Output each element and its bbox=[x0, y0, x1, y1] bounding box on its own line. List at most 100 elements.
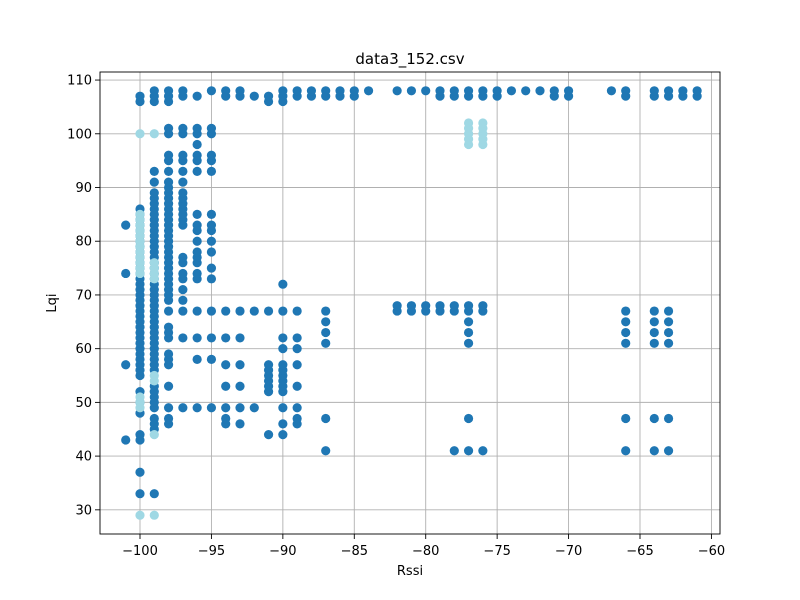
scatter-point bbox=[135, 91, 145, 101]
scatter-point bbox=[621, 413, 631, 424]
scatter-point bbox=[221, 306, 231, 316]
scatter-point bbox=[135, 510, 145, 520]
scatter-point bbox=[206, 86, 217, 96]
scatter-point bbox=[249, 306, 259, 316]
scatter-point bbox=[435, 86, 445, 96]
x-tick-label: −65 bbox=[626, 544, 653, 559]
scatter-point bbox=[178, 403, 188, 413]
scatter-point bbox=[192, 123, 202, 134]
scatter-point bbox=[249, 91, 259, 101]
scatter-point bbox=[235, 419, 245, 429]
scatter-point bbox=[135, 430, 145, 440]
x-axis-label: Rssi bbox=[397, 564, 423, 579]
y-tick-label: 90 bbox=[75, 181, 92, 196]
scatter-point bbox=[192, 236, 202, 246]
scatter-point bbox=[192, 139, 202, 150]
scatter-point bbox=[321, 327, 331, 338]
scatter-point bbox=[235, 333, 245, 343]
scatter-point bbox=[178, 188, 188, 198]
scatter-point bbox=[149, 413, 159, 424]
scatter-point bbox=[192, 209, 202, 219]
y-tick-label: 110 bbox=[67, 74, 92, 89]
scatter-point bbox=[178, 295, 188, 305]
scatter-point bbox=[478, 446, 488, 456]
scatter-point bbox=[649, 338, 659, 348]
scatter-point bbox=[192, 166, 202, 176]
scatter-point bbox=[206, 150, 217, 160]
scatter-point bbox=[292, 306, 302, 316]
scatter-point bbox=[135, 489, 145, 499]
scatter-point bbox=[292, 333, 302, 343]
axis-ticks: −100 −95 −90 −85 −80 −75 −70 −65 −60 30 40 50 60 70 80… bbox=[67, 74, 725, 559]
scatter-point bbox=[163, 150, 174, 160]
y-tick-label: 60 bbox=[75, 342, 92, 357]
scatter-point bbox=[178, 306, 188, 316]
scatter-point bbox=[178, 86, 188, 96]
scatter-point bbox=[606, 86, 617, 96]
scatter-point bbox=[221, 360, 231, 370]
scatter-point bbox=[206, 220, 217, 230]
scatter-point bbox=[321, 317, 331, 327]
scatter-point bbox=[478, 301, 488, 311]
scatter-point bbox=[335, 86, 345, 96]
scatter-point bbox=[192, 220, 202, 230]
scatter-point bbox=[521, 86, 531, 96]
data-points bbox=[121, 86, 702, 520]
scatter-point bbox=[363, 86, 374, 96]
grid-lines bbox=[100, 72, 720, 534]
scatter-point bbox=[178, 123, 188, 134]
scatter-point bbox=[192, 306, 202, 316]
y-tick-label: 40 bbox=[75, 450, 92, 465]
scatter-point bbox=[206, 306, 217, 316]
scatter-point bbox=[235, 86, 245, 96]
scatter-point bbox=[692, 86, 702, 96]
x-tick-label: −80 bbox=[412, 544, 439, 559]
scatter-point bbox=[206, 123, 217, 134]
scatter-point bbox=[206, 403, 217, 413]
scatter-point bbox=[192, 354, 202, 365]
scatter-point bbox=[149, 129, 159, 139]
chart-title: data3_152.csv bbox=[355, 50, 464, 69]
scatter-point bbox=[463, 446, 474, 456]
scatter-point bbox=[278, 430, 288, 440]
scatter-point bbox=[206, 166, 217, 176]
scatter-point bbox=[221, 413, 231, 424]
scatter-point bbox=[435, 301, 445, 311]
scatter-point bbox=[135, 392, 145, 402]
scatter-point bbox=[392, 301, 402, 311]
scatter-point bbox=[178, 252, 188, 262]
scatter-point bbox=[621, 86, 631, 96]
scatter-point bbox=[478, 86, 488, 96]
scatter-point bbox=[149, 370, 159, 381]
scatter-point bbox=[149, 86, 159, 96]
scatter-point bbox=[163, 86, 174, 96]
scatter-point bbox=[663, 338, 674, 348]
scatter-point bbox=[135, 209, 145, 219]
scatter-point bbox=[463, 301, 474, 311]
scatter-point bbox=[192, 91, 202, 101]
scatter-point bbox=[235, 360, 245, 370]
scatter-point bbox=[163, 349, 174, 359]
scatter-point bbox=[649, 327, 659, 338]
scatter-point bbox=[278, 279, 288, 289]
scatter-point bbox=[278, 344, 288, 354]
scatter-point bbox=[263, 306, 274, 316]
x-tick-label: −70 bbox=[555, 544, 582, 559]
scatter-point bbox=[149, 166, 159, 176]
scatter-point bbox=[306, 86, 317, 96]
scatter-point bbox=[121, 435, 131, 445]
scatter-point bbox=[321, 306, 331, 316]
scatter-point bbox=[121, 268, 131, 279]
scatter-point bbox=[406, 301, 417, 311]
scatter-point bbox=[292, 344, 302, 354]
scatter-point bbox=[349, 86, 359, 96]
scatter-point bbox=[163, 306, 174, 316]
scatter-point bbox=[663, 327, 674, 338]
scatter-point bbox=[278, 86, 288, 96]
scatter-point bbox=[292, 381, 302, 391]
scatter-point bbox=[149, 489, 159, 499]
scatter-point bbox=[649, 446, 659, 456]
scatter-point bbox=[221, 403, 231, 413]
scatter-point bbox=[221, 333, 231, 343]
